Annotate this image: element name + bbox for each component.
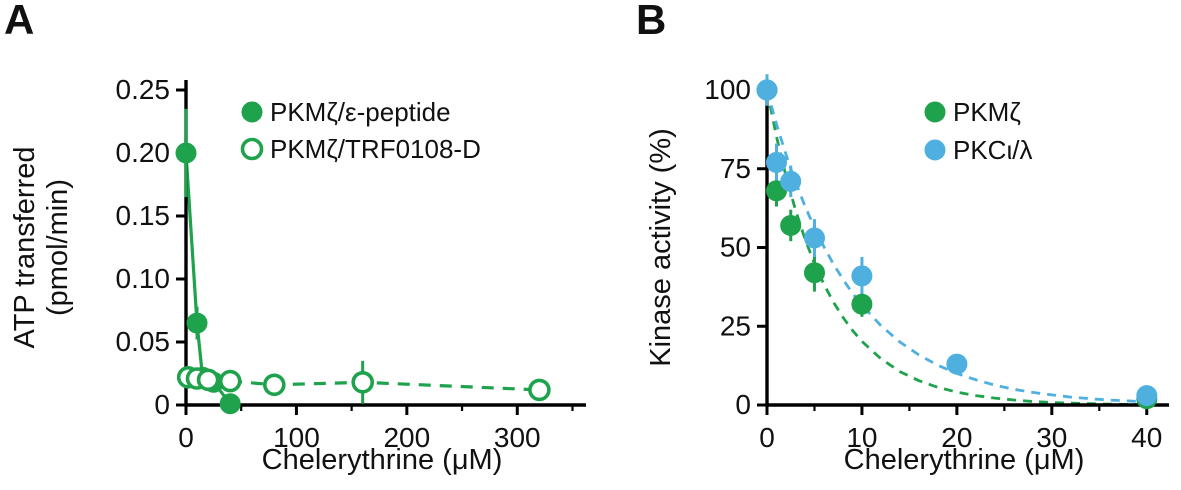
svg-text:0.20: 0.20	[116, 137, 171, 168]
svg-text:(pmol/min): (pmol/min)	[42, 179, 74, 316]
panel-b-plot: 0 10 20 30 40 0 25 50 75 100 Chelerythrine (μM) Kin…	[645, 74, 1169, 476]
svg-text:0: 0	[735, 389, 751, 420]
panel-a-plot: 0 100 200 300 0 0.05 0.10 0.15 0.20 0.25 Cheleryth…	[9, 74, 586, 476]
svg-text:ATP transferred: ATP transferred	[9, 146, 41, 348]
panel-b-label: B	[636, 0, 667, 43]
svg-text:0.25: 0.25	[116, 74, 171, 105]
svg-text:Chelerythrine (μM): Chelerythrine (μM)	[262, 444, 503, 476]
svg-text:0.10: 0.10	[116, 263, 171, 294]
svg-text:0: 0	[154, 389, 170, 420]
svg-text:Chelerythrine (μM): Chelerythrine (μM)	[844, 444, 1085, 476]
svg-text:10: 10	[846, 422, 877, 453]
svg-text:PKMζ/TRF0108-D: PKMζ/TRF0108-D	[270, 134, 481, 164]
svg-text:0: 0	[759, 422, 775, 453]
svg-text:300: 300	[494, 422, 541, 453]
svg-text:0: 0	[178, 422, 194, 453]
svg-text:20: 20	[941, 422, 972, 453]
svg-text:40: 40	[1131, 422, 1162, 453]
svg-text:200: 200	[383, 422, 430, 453]
svg-text:100: 100	[273, 422, 320, 453]
panel-a-label: A	[4, 0, 35, 43]
svg-text:0.15: 0.15	[116, 200, 171, 231]
svg-text:50: 50	[720, 232, 751, 263]
svg-text:PKMζ: PKMζ	[953, 97, 1021, 127]
svg-text:100: 100	[704, 74, 751, 105]
svg-text:25: 25	[720, 310, 751, 341]
svg-text:75: 75	[720, 153, 751, 184]
svg-text:Kinase activity (%): Kinase activity (%)	[645, 128, 677, 367]
svg-text:PKMζ/ε-peptide: PKMζ/ε-peptide	[270, 97, 451, 127]
svg-text:0.05: 0.05	[116, 326, 171, 357]
panel-a: A 0 100 200 300 0 0.05 0.10 0.15 0.20 0.25 Chelery…	[4, 0, 586, 476]
svg-text:PKCι/λ: PKCι/λ	[953, 135, 1032, 165]
panel-b: B 0 10 20 30 40 0 25 50 75 100 Chelerythrine (μM) K…	[632, 0, 1181, 490]
svg-text:30: 30	[1036, 422, 1067, 453]
